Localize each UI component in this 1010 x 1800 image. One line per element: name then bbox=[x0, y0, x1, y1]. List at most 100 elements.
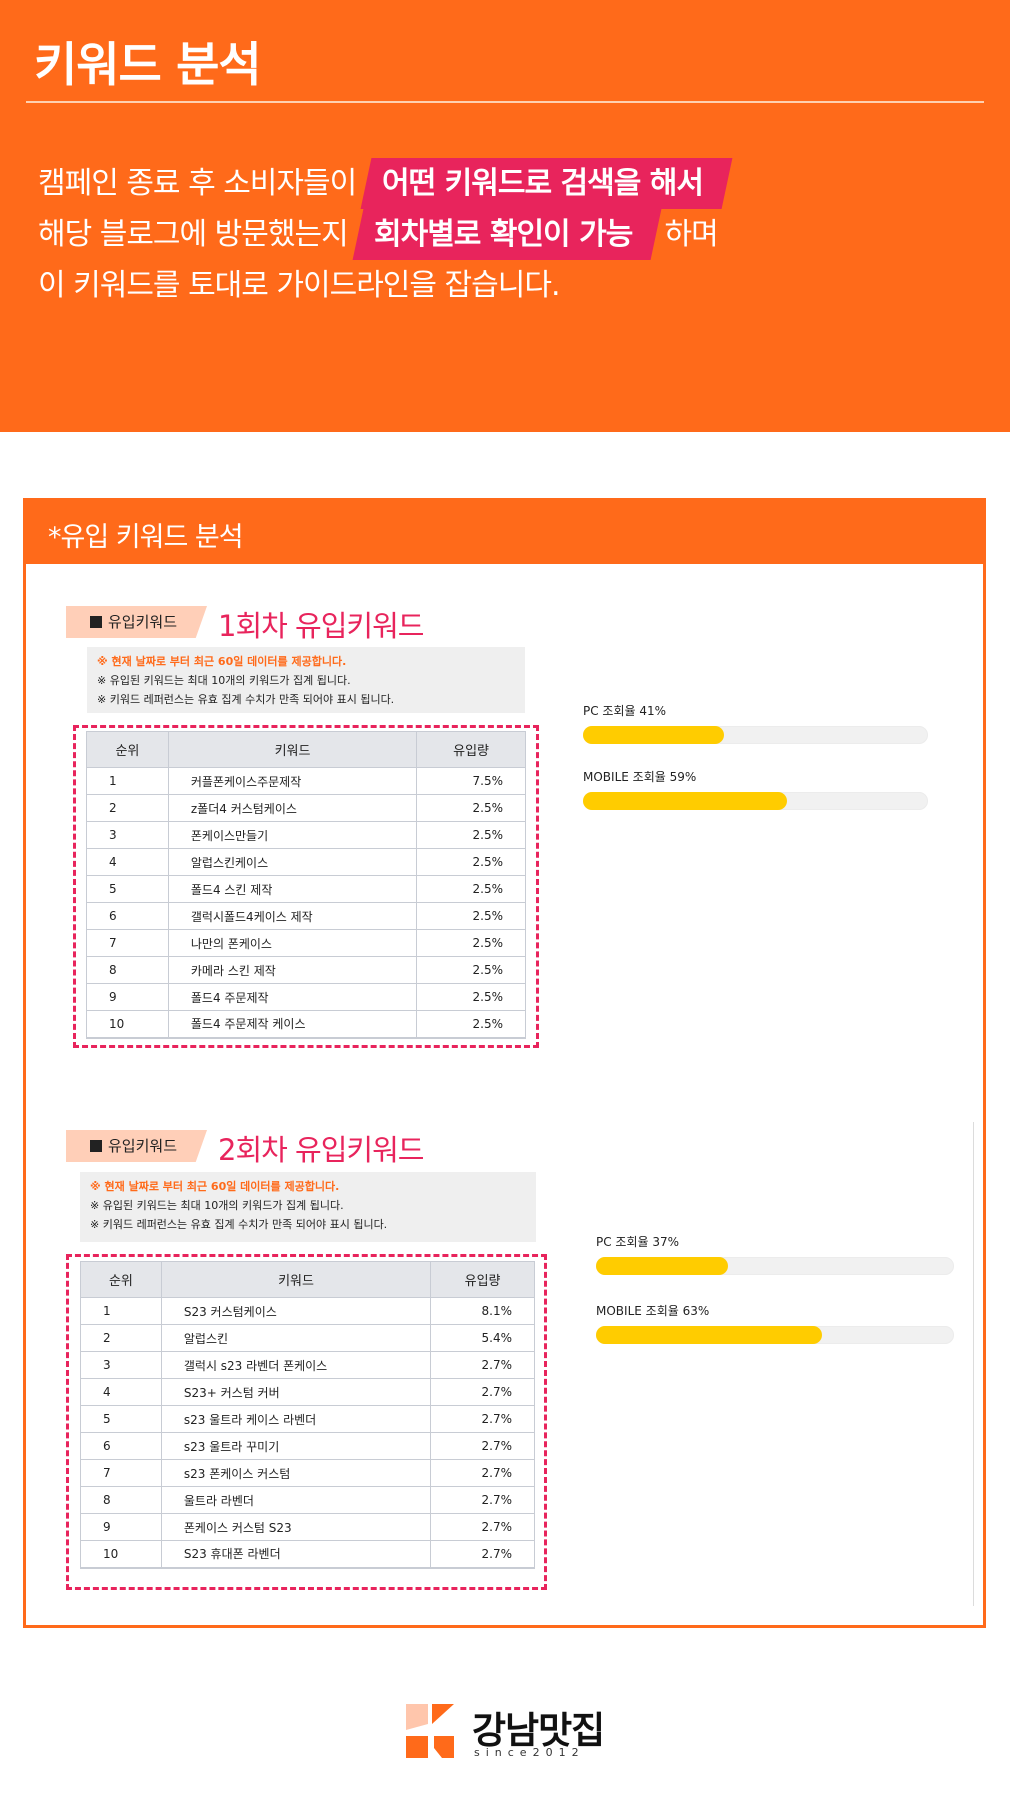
table-row: 8 카메라 스킨 제작 2.5% bbox=[86, 956, 526, 984]
inflow-cell: 2.5% bbox=[416, 1010, 526, 1039]
table-row: 5 폴드4 스킨 제작 2.5% bbox=[86, 875, 526, 903]
round-2-tag: 유입키워드 bbox=[66, 1130, 208, 1162]
column-header-inflow: 유입량 bbox=[416, 731, 526, 768]
round-2-mobile-ratio: MOBILE 조회율 63% bbox=[596, 1302, 954, 1344]
notice-line: ※ 키워드 레퍼런스는 유효 집계 수치가 만족 되어야 표시 됩니다. bbox=[90, 1218, 388, 1231]
table-row: 1 S23 커스텀케이스 8.1% bbox=[80, 1297, 535, 1325]
rank-cell: 5 bbox=[80, 1405, 162, 1433]
table-row: 10 폴드4 주문제작 케이스 2.5% bbox=[86, 1010, 526, 1039]
keyword-cell: 폴드4 주문제작 케이스 bbox=[168, 1010, 418, 1039]
rank-cell: 3 bbox=[80, 1351, 162, 1379]
inflow-cell: 7.5% bbox=[416, 767, 526, 795]
keyword-cell: 울트라 라벤더 bbox=[161, 1486, 432, 1514]
rank-cell: 7 bbox=[80, 1459, 162, 1487]
keyword-cell: 알럽스킨케이스 bbox=[168, 848, 418, 876]
rank-cell: 10 bbox=[86, 1010, 169, 1039]
rank-cell: 4 bbox=[86, 848, 169, 876]
mobile-ratio-track bbox=[583, 792, 928, 810]
keyword-cell: 폰케이스 커스텀 S23 bbox=[161, 1513, 432, 1541]
column-header-rank: 순위 bbox=[86, 731, 169, 768]
inflow-cell: 2.7% bbox=[430, 1405, 535, 1433]
mobile-ratio-fill bbox=[596, 1326, 822, 1344]
table-header-row: 순위 키워드 유입량 bbox=[80, 1261, 535, 1298]
keyword-cell: 갤럭시 s23 라벤더 폰케이스 bbox=[161, 1351, 432, 1379]
round-2-keyword-table: 순위 키워드 유입량 1 S23 커스텀케이스 8.1% 2 알럽스킨 5.4% 3 갤럭시 … bbox=[80, 1261, 535, 1569]
keyword-cell: s23 폰케이스 커스텀 bbox=[161, 1459, 432, 1487]
hero-line-2-text: 해당 블로그에 방문했는지 bbox=[38, 217, 349, 252]
column-header-inflow: 유입량 bbox=[430, 1261, 535, 1298]
title-divider bbox=[26, 101, 984, 103]
hero-line-2: 해당 블로그에 방문했는지 회차별로 확인이 가능 하며 bbox=[38, 209, 727, 260]
table-row: 1 커플폰케이스주문제작 7.5% bbox=[86, 767, 526, 795]
inflow-cell: 2.7% bbox=[430, 1378, 535, 1406]
inflow-cell: 2.7% bbox=[430, 1459, 535, 1487]
table-row: 10 S23 휴대폰 라벤더 2.7% bbox=[80, 1540, 535, 1569]
pc-ratio-track bbox=[583, 726, 928, 744]
mobile-ratio-fill bbox=[583, 792, 787, 810]
round-1-tag: 유입키워드 bbox=[66, 606, 208, 638]
table-row: 5 s23 울트라 케이스 라벤더 2.7% bbox=[80, 1405, 535, 1433]
table-row: 4 S23+ 커스텀 커버 2.7% bbox=[80, 1378, 535, 1406]
inflow-cell: 5.4% bbox=[430, 1324, 535, 1352]
table-row: 7 나만의 폰케이스 2.5% bbox=[86, 929, 526, 957]
column-header-keyword: 키워드 bbox=[160, 1261, 432, 1298]
keyword-cell: 카메라 스킨 제작 bbox=[168, 956, 418, 984]
rank-cell: 1 bbox=[80, 1297, 162, 1325]
rank-cell: 10 bbox=[80, 1540, 162, 1569]
hero-line-2-tail: 하며 bbox=[664, 217, 719, 252]
rank-cell: 7 bbox=[86, 929, 169, 957]
keyword-cell: S23+ 커스텀 커버 bbox=[161, 1378, 432, 1406]
inflow-cell: 2.5% bbox=[416, 929, 526, 957]
inflow-cell: 2.7% bbox=[430, 1513, 535, 1541]
inflow-cell: 2.7% bbox=[430, 1432, 535, 1460]
round-1-title: 1회차 유입키워드 bbox=[218, 609, 424, 643]
divider-line bbox=[973, 1122, 974, 1606]
round-2-highlight-frame bbox=[66, 1254, 547, 1590]
hero-line-1-text: 캠페인 종료 후 소비자들이 bbox=[38, 166, 357, 201]
round-2-pc-ratio: PC 조회율 37% bbox=[596, 1233, 954, 1275]
notice-line: ※ 현재 날짜로 부터 최근 60일 데이터를 제공합니다. bbox=[90, 1180, 340, 1193]
mobile-ratio-label: MOBILE 조회율 59% bbox=[583, 770, 697, 784]
table-row: 9 폰케이스 커스텀 S23 2.7% bbox=[80, 1513, 535, 1541]
table-row: 2 z폴더4 커스텀케이스 2.5% bbox=[86, 794, 526, 822]
pc-ratio-fill bbox=[596, 1257, 729, 1275]
notice-line: ※ 키워드 레퍼런스는 유효 집계 수치가 만족 되어야 표시 됩니다. bbox=[97, 693, 395, 706]
round-2-title: 2회차 유입키워드 bbox=[218, 1133, 424, 1167]
brand-since: since2012 bbox=[474, 1746, 585, 1759]
notice-line: ※ 유입된 키워드는 최대 10개의 키워드가 집계 됩니다. bbox=[90, 1199, 344, 1212]
table-row: 6 s23 울트라 꾸미기 2.7% bbox=[80, 1432, 535, 1460]
inflow-cell: 2.7% bbox=[430, 1351, 535, 1379]
inflow-cell: 2.5% bbox=[416, 848, 526, 876]
brand-name: 강남맛집 bbox=[472, 1709, 605, 1752]
hero-highlight-2: 회차별로 확인이 가능 bbox=[352, 209, 662, 260]
rank-cell: 6 bbox=[80, 1432, 162, 1460]
rank-cell: 9 bbox=[80, 1513, 162, 1541]
rank-cell: 5 bbox=[86, 875, 169, 903]
round-1-highlight-frame bbox=[73, 725, 539, 1048]
table-row: 2 알럽스킨 5.4% bbox=[80, 1324, 535, 1352]
inflow-cell: 2.5% bbox=[416, 821, 526, 849]
round-1-keyword-table: 순위 키워드 유입량 1 커플폰케이스주문제작 7.5% 2 z폴더4 커스텀케이스 2.… bbox=[86, 731, 526, 1039]
inflow-cell: 2.5% bbox=[416, 983, 526, 1011]
rank-cell: 2 bbox=[80, 1324, 162, 1352]
notice-line: ※ 현재 날짜로 부터 최근 60일 데이터를 제공합니다. bbox=[97, 655, 347, 668]
column-header-rank: 순위 bbox=[80, 1261, 162, 1298]
table-row: 8 울트라 라벤더 2.7% bbox=[80, 1486, 535, 1514]
keyword-cell: z폴더4 커스텀케이스 bbox=[168, 794, 418, 822]
keyword-cell: 커플폰케이스주문제작 bbox=[168, 767, 418, 795]
mobile-ratio-label: MOBILE 조회율 63% bbox=[596, 1304, 710, 1318]
keyword-cell: 알럽스킨 bbox=[161, 1324, 432, 1352]
table-row: 6 갤럭시폴드4케이스 제작 2.5% bbox=[86, 902, 526, 930]
rank-cell: 8 bbox=[86, 956, 169, 984]
rank-cell: 2 bbox=[86, 794, 169, 822]
rank-cell: 1 bbox=[86, 767, 169, 795]
hero-description: 캠페인 종료 후 소비자들이 어떤 키워드로 검색을 해서 해당 블로그에 방문했… bbox=[38, 158, 733, 311]
inflow-cell: 2.7% bbox=[430, 1486, 535, 1514]
brand-logo: 강남맛집 since2012 bbox=[406, 1700, 606, 1764]
rank-cell: 9 bbox=[86, 983, 169, 1011]
rank-cell: 8 bbox=[80, 1486, 162, 1514]
table-row: 3 갤럭시 s23 라벤더 폰케이스 2.7% bbox=[80, 1351, 535, 1379]
inflow-cell: 2.7% bbox=[430, 1540, 535, 1569]
rank-cell: 3 bbox=[86, 821, 169, 849]
round-2-notice: ※ 현재 날짜로 부터 최근 60일 데이터를 제공합니다. ※ 유입된 키워드… bbox=[80, 1172, 536, 1242]
